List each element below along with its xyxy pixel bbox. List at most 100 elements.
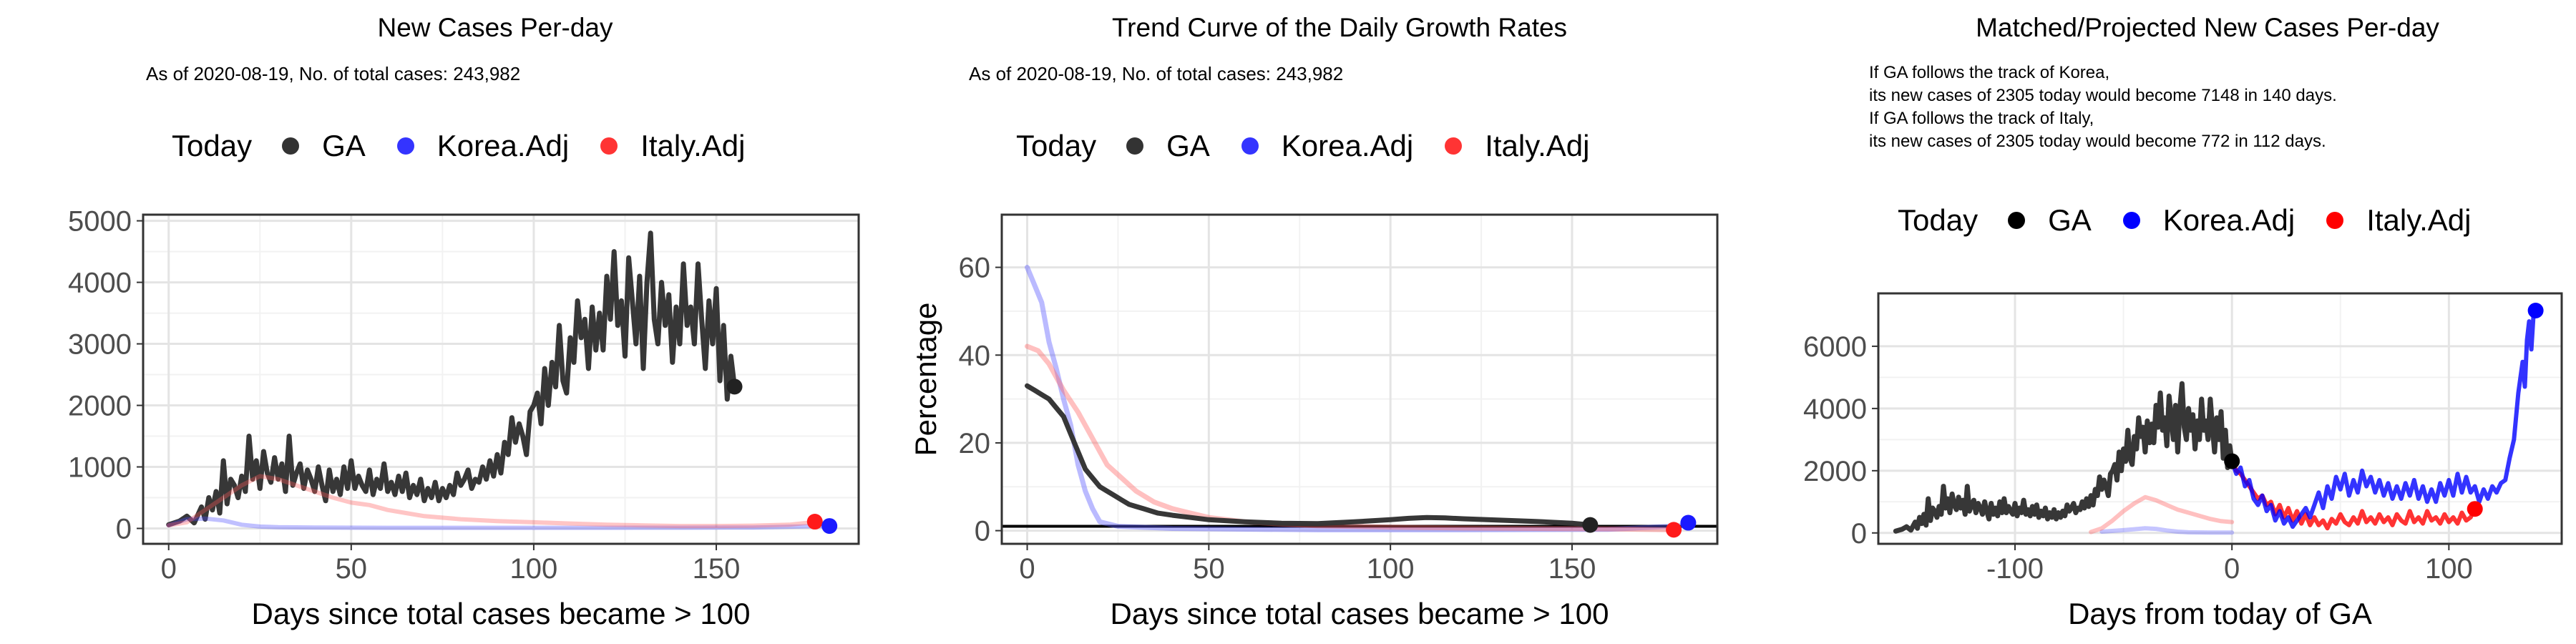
legend-item-ga: GA [282, 129, 366, 163]
x-tick-label: 50 [336, 553, 368, 585]
y-tick-label: 0 [116, 514, 132, 545]
legend-dot [282, 137, 300, 155]
panel-growth-rates: Trend Curve of the Daily Growth Rates As… [859, 0, 1719, 644]
x-tick-label: 100 [2425, 553, 2473, 585]
series-line-ga [166, 230, 737, 527]
legend-label: Italy.Adj [640, 129, 746, 162]
y-tick-label: 4000 [1803, 394, 1867, 425]
legend: Today GA Korea.Adj Italy.Adj [1898, 203, 2503, 238]
legend-item-korea: Korea.Adj [2122, 203, 2296, 238]
x-tick-label: 100 [510, 553, 558, 585]
today-point-ga [1582, 517, 1599, 533]
x-tick-label: 0 [2224, 553, 2240, 585]
legend-label: GA [1166, 129, 1210, 162]
legend-label: Italy.Adj [2366, 203, 2472, 237]
y-tick-label: 4000 [68, 268, 132, 299]
x-tick-label: 150 [693, 553, 741, 585]
y-tick-label: 0 [1851, 518, 1867, 550]
legend-label: Italy.Adj [1485, 129, 1590, 162]
legend-label: GA [2048, 203, 2092, 237]
legend-item-korea: Korea.Adj [1241, 129, 1413, 163]
y-tick-label: 40 [959, 340, 991, 371]
x-axis-label: Days since total cases became > 100 [1111, 597, 1609, 630]
legend-label: Korea.Adj [1281, 129, 1414, 162]
chart-title: Matched/Projected New Cases Per-day [1976, 13, 2439, 42]
chart-subtitle: As of 2020-08-19, No. of total cases: 24… [969, 63, 1344, 84]
today-point-korea-adj [2527, 303, 2544, 318]
legend-label: Korea.Adj [2162, 203, 2296, 237]
note-line: its new cases of 2305 today would become… [1869, 86, 2337, 105]
legend-dot [2122, 212, 2140, 229]
legend-dot [1445, 137, 1463, 155]
series-line-korea-adj [166, 516, 829, 530]
legend-dot [1241, 137, 1259, 155]
y-tick-label: 1000 [68, 452, 132, 484]
legend: Today GA Korea.Adj Italy.Adj [172, 129, 777, 163]
y-tick-label: 60 [959, 253, 991, 284]
x-tick-label: -100 [1986, 553, 2044, 585]
legend-dot [2326, 212, 2344, 229]
chart-plot-growth-rates: 0 50 100 150 0 20 40 60 Days since total cases b… [909, 213, 1719, 630]
today-point-korea-adj [821, 518, 838, 535]
legend-label: Korea.Adj [436, 129, 570, 162]
y-tick-label: 5000 [68, 206, 132, 238]
legend: Today GA Korea.Adj Italy.Adj [1016, 129, 1621, 163]
chart-subtitle: As of 2020-08-19, No. of total cases: 24… [146, 63, 521, 84]
legend-title: Today [1016, 129, 1097, 162]
legend-item-ga: GA [1126, 129, 1210, 163]
projection-note: If GA follows the track of Korea, its ne… [1869, 62, 2337, 153]
plot-border [1000, 213, 1719, 545]
today-point-italy-adj [2467, 501, 2483, 517]
series-line-italy-adj [166, 474, 821, 529]
legend-item-italy: Italy.Adj [1445, 129, 1590, 163]
series-line-korea-adj [1025, 265, 1691, 532]
series-line-italy-adj-past- [2089, 494, 2235, 535]
x-tick-label: 0 [1019, 553, 1035, 585]
plot-border [142, 213, 860, 545]
y-tick-label: 2000 [68, 391, 132, 422]
x-tick-label: 0 [161, 553, 177, 585]
y-tick-label: 6000 [1803, 331, 1867, 363]
plot-border [1877, 292, 2563, 545]
legend-title: Today [172, 129, 253, 162]
legend-item-italy: Italy.Adj [2326, 203, 2472, 238]
y-tick-label: 3000 [68, 329, 132, 361]
today-point-ga [2224, 453, 2240, 469]
x-tick-label: 50 [1193, 553, 1225, 585]
series-line-ga [1025, 383, 1593, 528]
legend-dot [396, 137, 414, 155]
x-axis-label: Days from today of GA [2068, 597, 2372, 630]
x-tick-label: 150 [1548, 553, 1596, 585]
today-point-ga [726, 379, 743, 395]
series-line-ga [1893, 381, 2235, 534]
series-line-korea-adj [2230, 308, 2538, 530]
legend-item-ga: GA [2008, 203, 2092, 238]
y-axis-label: Percentage [909, 303, 942, 457]
chart-title: New Cases Per-day [377, 13, 613, 42]
panel-matched-projected: Matched/Projected New Cases Per-day If G… [1717, 0, 2576, 644]
panel-new-cases: New Cases Per-day As of 2020-08-19, No. … [0, 0, 860, 644]
legend-title: Today [1898, 203, 1979, 237]
today-point-italy-adj [1666, 522, 1682, 538]
chart-title: Trend Curve of the Daily Growth Rates [1111, 13, 1568, 42]
legend-dot [2008, 212, 2026, 229]
today-point-italy-adj [806, 514, 823, 530]
legend-dot [600, 137, 618, 155]
legend-item-korea: Korea.Adj [396, 129, 570, 163]
today-point-korea-adj [1680, 514, 1697, 531]
note-line: If GA follows the track of Italy, [1869, 109, 2094, 128]
x-axis-label: Days since total cases became > 100 [252, 597, 751, 630]
note-line: If GA follows the track of Korea, [1869, 63, 2110, 82]
x-tick-label: 100 [1367, 553, 1415, 585]
y-tick-label: 20 [959, 428, 991, 459]
note-line: its new cases of 2305 today would become… [1869, 132, 2326, 151]
legend-dot [1126, 137, 1144, 155]
chart-plot-new-cases: 0 50 100 150 0 1000 2000 3000 4000 5000 Days since… [68, 206, 860, 630]
y-tick-label: 0 [975, 516, 990, 547]
y-tick-label: 2000 [1803, 456, 1867, 487]
series-line-korea-adj-past- [2099, 526, 2235, 535]
legend-label: GA [322, 129, 366, 162]
legend-item-italy: Italy.Adj [600, 129, 746, 163]
series-line-italy-adj [1025, 343, 1677, 532]
